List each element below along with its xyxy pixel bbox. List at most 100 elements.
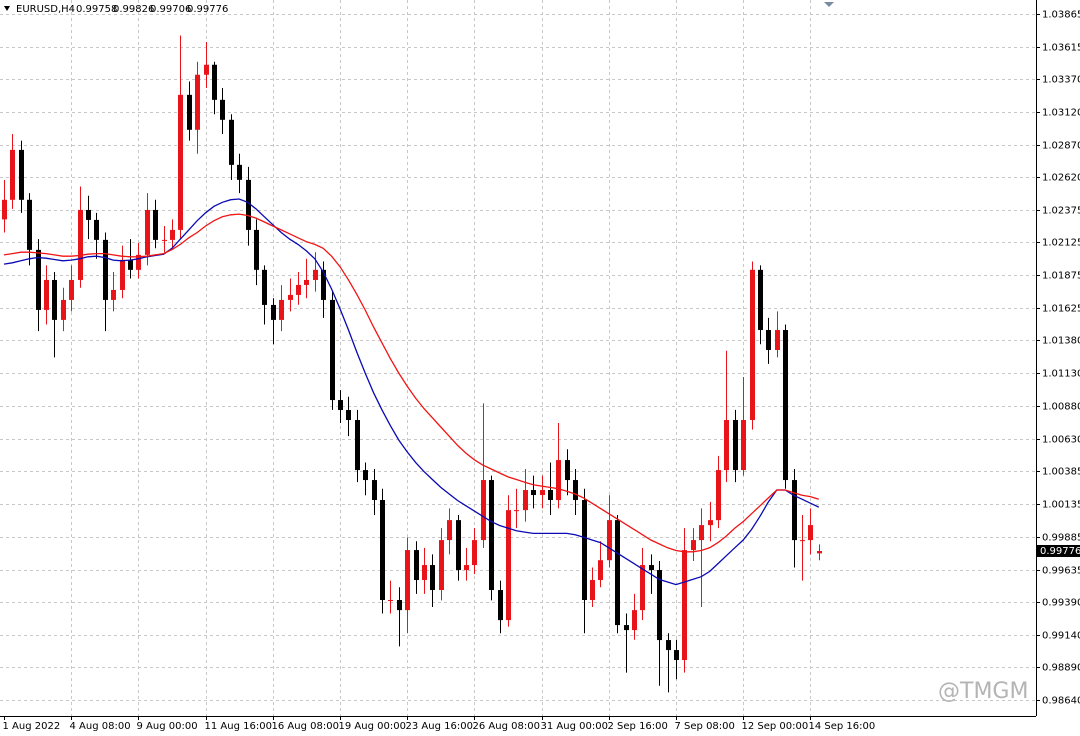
ohlc-open: 0.99758: [76, 4, 117, 15]
grid: [0, 0, 1036, 716]
candle-body: [229, 119, 234, 165]
candle-body: [19, 149, 24, 200]
candle-body: [766, 330, 771, 350]
candle-body: [296, 284, 301, 295]
candle-body: [330, 299, 335, 401]
candle-body: [246, 179, 251, 230]
x-tick-label: 9 Aug 00:00: [137, 721, 198, 732]
price-tag-label: 0.99776: [1040, 546, 1080, 557]
candle-body: [708, 520, 713, 526]
y-tick-label: 0.99635: [1042, 566, 1080, 577]
candle-body: [615, 520, 620, 626]
candle-body: [195, 74, 200, 130]
candle-body: [649, 565, 654, 571]
candle-body: [69, 279, 74, 300]
candle-body: [808, 525, 813, 541]
candle-body: [304, 279, 309, 285]
moving-average: [3, 213, 819, 553]
candle-body: [724, 420, 729, 471]
x-tick-label: 4 Aug 08:00: [70, 721, 131, 732]
y-tick-label: 0.99390: [1042, 598, 1080, 609]
y-tick-label: 1.03615: [1042, 43, 1080, 54]
candle-body: [44, 279, 49, 310]
candle-body: [674, 650, 679, 661]
candle-body: [699, 525, 704, 541]
y-tick-label: 0.99885: [1042, 533, 1080, 544]
candle-body: [111, 289, 116, 300]
candle-body: [414, 550, 419, 581]
candle-body: [103, 239, 108, 300]
x-tick-label: 16 Aug 08:00: [272, 721, 339, 732]
candle-body: [657, 570, 662, 641]
menu-arrow[interactable]: [4, 6, 10, 11]
ohlc-close: 0.99776: [187, 4, 228, 15]
shift-marker[interactable]: [824, 2, 834, 7]
candle-body: [288, 294, 293, 300]
candle-body: [422, 565, 427, 581]
candle-body: [758, 269, 763, 331]
candle-body: [506, 510, 511, 621]
candle-body: [531, 490, 536, 496]
candle-body: [733, 420, 738, 471]
candle-body: [321, 269, 326, 300]
moving-average: [3, 198, 820, 586]
candle-body: [456, 520, 461, 571]
candle-body: [741, 420, 746, 471]
candle-body: [430, 565, 435, 591]
x-tick-label: 26 Aug 08:00: [473, 721, 540, 732]
y-tick-label: 1.01875: [1042, 271, 1080, 282]
plot: [2, 35, 822, 693]
candle-body: [78, 209, 83, 280]
candle-body: [607, 520, 612, 561]
candle-body: [254, 229, 259, 270]
y-tick-label: 1.02375: [1042, 206, 1080, 217]
candle-body: [472, 540, 477, 566]
candle-body: [170, 229, 175, 240]
ohlc-high: 0.99826: [113, 4, 154, 15]
y-tick-label: 1.03865: [1042, 10, 1080, 21]
axes: 1.03865 1.03615 1.03370 1.03120 1.02870 1.026…: [3, 10, 1080, 732]
candle-body: [682, 550, 687, 661]
candle-body: [279, 299, 284, 320]
candle-body: [145, 209, 150, 255]
y-tick-label: 1.01380: [1042, 336, 1080, 347]
candle-body: [640, 565, 645, 611]
y-tick-label: 1.00135: [1042, 500, 1080, 511]
candle-body: [36, 249, 41, 310]
candle-body: [271, 304, 276, 320]
candle-body: [128, 259, 133, 270]
candle-body: [666, 640, 671, 651]
candle-body: [204, 64, 209, 75]
y-tick-label: 1.02620: [1042, 173, 1080, 184]
y-tick-label: 0.98640: [1042, 696, 1080, 707]
candle-body: [363, 470, 368, 481]
symbol: EURUSD,H4: [16, 4, 75, 15]
candle-body: [498, 590, 503, 621]
candle-body: [691, 540, 696, 551]
candle-body: [372, 480, 377, 501]
candle-body: [514, 510, 519, 512]
candle-body: [61, 299, 66, 320]
candle-body: [489, 480, 494, 591]
x-tick-label: 7 Sep 08:00: [675, 721, 735, 732]
x-tick-label: 31 Aug 00:00: [541, 721, 608, 732]
x-tick-label: 23 Aug 16:00: [406, 721, 473, 732]
candle-body: [540, 490, 545, 496]
candle-body: [405, 550, 410, 611]
ohlc-low: 0.99706: [150, 4, 191, 15]
x-tick-label: 14 Sep 16:00: [809, 721, 876, 732]
candle-body: [716, 470, 721, 521]
y-tick-label: 1.00880: [1042, 402, 1080, 413]
candle-body: [817, 550, 822, 554]
candle-body: [439, 540, 444, 591]
candle-body: [783, 330, 788, 481]
y-tick-label: 0.98890: [1042, 663, 1080, 674]
y-tick-label: 1.02125: [1042, 238, 1080, 249]
y-tick-label: 1.01130: [1042, 369, 1080, 380]
candle-body: [237, 164, 242, 180]
candle-body: [338, 400, 343, 411]
candle-body: [632, 610, 637, 631]
candle-body: [2, 199, 7, 220]
